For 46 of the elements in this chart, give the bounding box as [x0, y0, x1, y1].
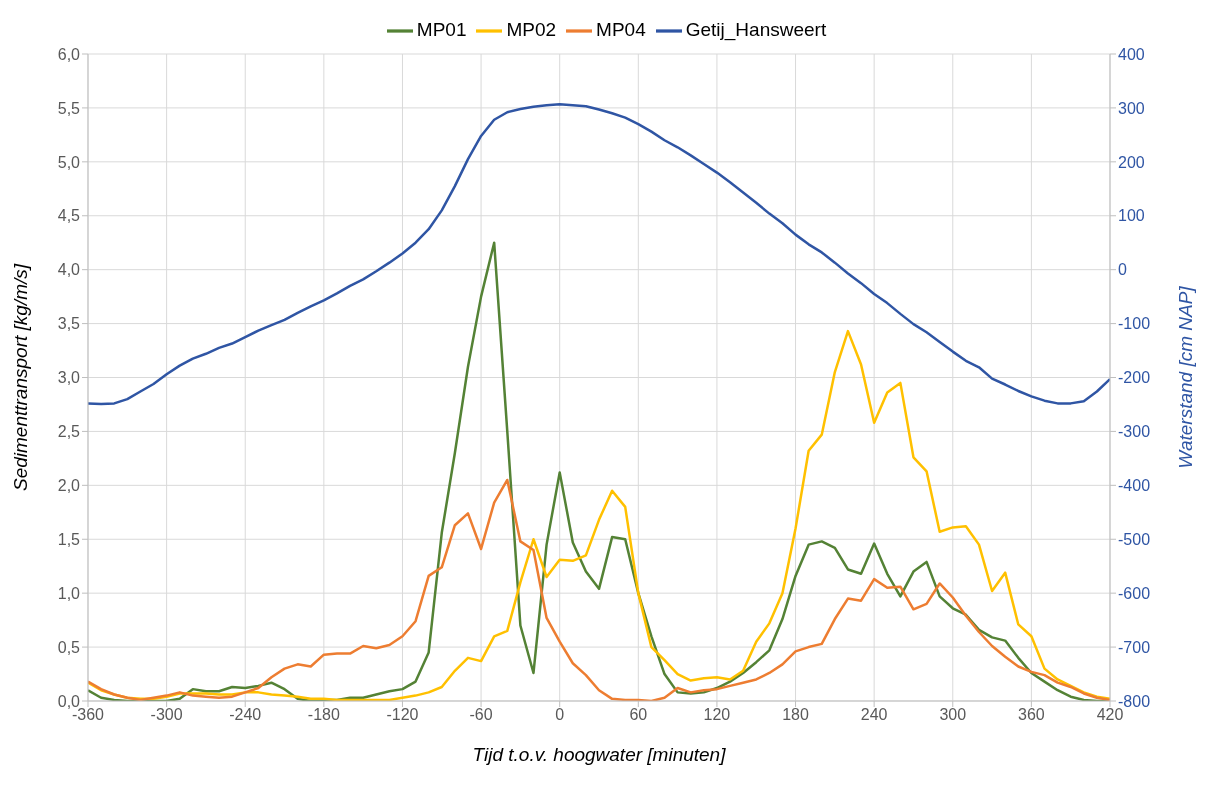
x-tick-label: 0 [555, 706, 565, 724]
x-tick-label: -300 [150, 706, 183, 724]
x-tick-label: 240 [860, 706, 888, 724]
y2-tick-label: 100 [1118, 207, 1145, 225]
y-tick-label: 0,5 [57, 638, 81, 656]
x-tick-label: -360 [71, 706, 105, 724]
y-tick-label: 5,5 [57, 99, 81, 117]
x-tick-label: 420 [1096, 706, 1124, 724]
y2-tick-label: -100 [1118, 315, 1151, 333]
y2-tick-label: 300 [1118, 99, 1145, 117]
y2-tick-label: -500 [1118, 530, 1151, 548]
y2-axis-title: Waterstand [cm NAP] [1174, 285, 1196, 469]
x-tick-label: 60 [629, 706, 648, 724]
x-tick-label: 120 [703, 706, 731, 724]
y2-tick-label: -700 [1118, 638, 1151, 656]
x-tick-label: 360 [1018, 706, 1045, 724]
y2-tick-label: -600 [1118, 584, 1151, 602]
x-tick-label: 300 [939, 706, 967, 724]
x-axis-title: Tijd t.o.v. hoogwater [minuten] [472, 744, 727, 765]
y-tick-label: 6,0 [57, 45, 81, 63]
y-tick-label: 2,0 [57, 477, 81, 495]
y-tick-label: 1,5 [57, 530, 81, 548]
y2-tick-label: 200 [1118, 153, 1145, 171]
line-series [88, 102, 1110, 406]
legend-label: MP01 [416, 19, 467, 41]
y2-tick-label: 0 [1118, 261, 1127, 279]
y2-tick-label: 400 [1118, 45, 1145, 63]
y2-tick-label: -200 [1118, 369, 1151, 387]
y-tick-label: 3,0 [57, 369, 81, 387]
y-tick-label: 4,5 [57, 207, 81, 225]
x-tick-label: -120 [386, 706, 419, 724]
legend-label: MP04 [596, 19, 646, 41]
x-tick-label: 180 [782, 706, 809, 724]
y2-tick-label: -400 [1118, 477, 1151, 495]
y-axis-title: Sedimenttransport [kg/m/s] [9, 263, 31, 492]
x-tick-label: -180 [307, 706, 340, 724]
legend-label: Getij_Hansweert [685, 19, 827, 41]
y-tick-label: 4,0 [57, 261, 81, 279]
x-tick-label: -60 [469, 706, 493, 724]
y2-tick-label: -300 [1118, 423, 1151, 441]
legend-label: MP02 [506, 19, 557, 41]
x-tick-label: -240 [229, 706, 262, 724]
y-tick-label: 2,5 [57, 423, 81, 441]
y-tick-label: 1,0 [57, 584, 81, 602]
y-tick-label: 3,5 [57, 315, 81, 333]
y-tick-label: 5,0 [57, 153, 81, 171]
